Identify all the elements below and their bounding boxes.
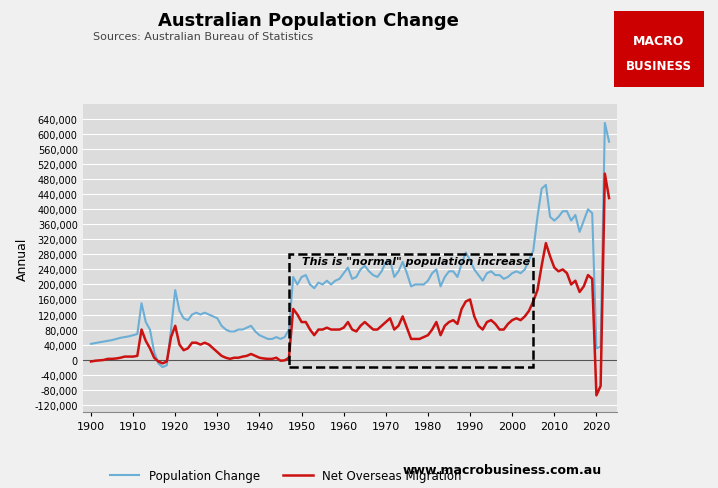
- Population Change: [243, 325, 251, 331]
- Net Overseas Migration: [121, 354, 129, 360]
- Net Overseas Migration: [600, 171, 609, 177]
- Population Change: [158, 365, 167, 370]
- Y-axis label: Annual: Annual: [16, 237, 29, 280]
- Net Overseas Migration: [238, 354, 247, 360]
- Text: Australian Population Change: Australian Population Change: [158, 12, 460, 30]
- Population Change: [318, 282, 327, 288]
- Net Overseas Migration: [87, 359, 95, 365]
- Population Change: [390, 274, 398, 280]
- Population Change: [600, 121, 609, 126]
- Text: BUSINESS: BUSINESS: [626, 60, 691, 73]
- Population Change: [121, 334, 129, 340]
- Bar: [289, 255, 533, 367]
- Line: Net Overseas Migration: Net Overseas Migration: [91, 174, 609, 395]
- Net Overseas Migration: [314, 327, 323, 333]
- Text: Sources: Australian Bureau of Statistics: Sources: Australian Bureau of Statistics: [93, 32, 314, 41]
- Net Overseas Migration: [91, 358, 100, 364]
- Text: www.macrobusiness.com.au: www.macrobusiness.com.au: [402, 463, 601, 476]
- Population Change: [87, 341, 95, 347]
- Text: MACRO: MACRO: [633, 35, 684, 47]
- Net Overseas Migration: [605, 196, 613, 202]
- Net Overseas Migration: [386, 316, 394, 322]
- Population Change: [605, 140, 613, 145]
- Population Change: [91, 341, 100, 346]
- Text: This is "normal" population increase: This is "normal" population increase: [302, 257, 530, 267]
- Line: Population Change: Population Change: [91, 123, 609, 367]
- Legend: Population Change, Net Overseas Migration: Population Change, Net Overseas Migratio…: [105, 464, 467, 487]
- Population Change: [188, 312, 197, 318]
- Net Overseas Migration: [592, 392, 601, 398]
- Net Overseas Migration: [184, 346, 192, 351]
